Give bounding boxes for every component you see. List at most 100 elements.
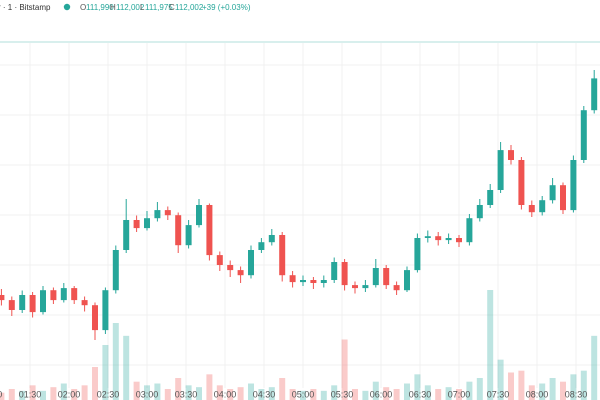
candle-body xyxy=(466,218,473,243)
x-tick-label: 03:00 xyxy=(136,389,159,399)
candle-body xyxy=(29,295,36,313)
x-tick-label: 07:00 xyxy=(448,389,471,399)
x-tick-label: 01:30 xyxy=(19,389,42,399)
volume-bar xyxy=(92,367,98,400)
candle-body xyxy=(341,262,348,286)
candle-body xyxy=(331,262,338,280)
candle-body xyxy=(383,268,390,286)
candle-body xyxy=(60,288,67,301)
volume-bar xyxy=(570,374,577,400)
volume-bar xyxy=(0,392,5,400)
volume-bar xyxy=(393,389,400,400)
candle-body xyxy=(71,288,78,301)
volume-bar xyxy=(60,383,67,400)
candle-body xyxy=(196,205,202,226)
high-label: H xyxy=(110,3,116,12)
x-tick-label: 03:30 xyxy=(175,389,198,399)
candle-body xyxy=(435,236,442,241)
candle-body xyxy=(591,78,598,111)
volume-bar xyxy=(185,385,192,400)
x-tick-label: 05:30 xyxy=(331,389,354,399)
volume-bar xyxy=(227,389,234,400)
x-tick-label: 01:00 xyxy=(0,389,2,399)
candles xyxy=(0,70,598,340)
candle-body xyxy=(123,220,130,250)
x-tick-label: 05:00 xyxy=(292,389,315,399)
candle-body xyxy=(456,238,462,243)
candle-body xyxy=(580,110,587,160)
candle-body xyxy=(528,205,535,213)
change-value: +39 (+0.03%) xyxy=(202,3,251,12)
candle-body xyxy=(539,200,546,213)
candle-body xyxy=(487,190,494,205)
close-label: C xyxy=(169,3,175,12)
volume-bar xyxy=(435,389,442,400)
candle-body xyxy=(268,235,275,243)
volume-bar xyxy=(268,387,275,400)
candle-body xyxy=(497,150,504,190)
volume-bar xyxy=(258,389,265,400)
candle-body xyxy=(40,290,46,313)
x-tick-label: 07:30 xyxy=(487,389,510,399)
volume-pane xyxy=(0,290,598,400)
candle-body xyxy=(8,300,15,310)
candle-body xyxy=(206,205,213,256)
volume-bar xyxy=(175,378,182,400)
candle-body xyxy=(320,280,327,283)
volume-bar xyxy=(102,345,109,400)
x-tick-label: 02:30 xyxy=(97,389,120,399)
candle-body xyxy=(549,185,556,201)
candle-body xyxy=(310,280,317,283)
volume-bar xyxy=(518,370,525,400)
candle-body xyxy=(414,238,421,271)
candle-body xyxy=(144,218,150,229)
candle-body xyxy=(102,290,109,331)
volume-bar xyxy=(81,385,88,400)
volume-bar xyxy=(487,290,494,400)
volume-bar xyxy=(50,387,57,400)
volume-bar xyxy=(341,339,348,400)
volume-bar xyxy=(476,378,483,400)
symbol: r · 1 · Bitstamp xyxy=(0,3,51,12)
candle-body xyxy=(393,285,400,291)
volume-bar xyxy=(29,385,36,400)
volume-bar xyxy=(248,383,254,400)
volume-bar xyxy=(310,389,317,400)
candle-body xyxy=(112,250,119,291)
volume-bar xyxy=(300,390,306,400)
volume-bar xyxy=(528,385,535,400)
volume-bar xyxy=(19,390,26,400)
x-tick-label: 08:30 xyxy=(565,389,588,399)
x-tick-label: 06:00 xyxy=(370,389,393,399)
x-tick-label: 04:00 xyxy=(214,389,237,399)
volume-bar xyxy=(445,387,452,400)
candle-body xyxy=(227,265,234,271)
candle-body xyxy=(175,215,182,246)
volume-bar xyxy=(40,390,46,400)
volume-bar xyxy=(352,389,358,400)
candle-body xyxy=(289,275,296,283)
volume-bar xyxy=(196,387,202,400)
volume-bar xyxy=(456,389,462,400)
volume-bar xyxy=(404,383,410,400)
candle-body xyxy=(19,295,26,310)
candle-body xyxy=(154,210,161,219)
candle-body xyxy=(237,270,244,276)
volume-bar xyxy=(154,383,161,400)
volume-bar xyxy=(133,381,140,400)
volume-bar xyxy=(362,390,369,400)
close-value: 112,002 xyxy=(175,3,204,12)
x-tick-label: 02:00 xyxy=(58,389,81,399)
volume-bar xyxy=(71,389,78,400)
volume-bar xyxy=(289,389,296,400)
low-value: 111,975 xyxy=(145,3,173,12)
price-grid xyxy=(0,64,600,366)
volume-bar xyxy=(8,389,15,400)
candle-body xyxy=(404,270,410,291)
low-label: L xyxy=(140,3,145,12)
candle-body xyxy=(476,205,483,219)
volume-bar xyxy=(320,390,327,400)
volume-bar xyxy=(372,381,379,400)
